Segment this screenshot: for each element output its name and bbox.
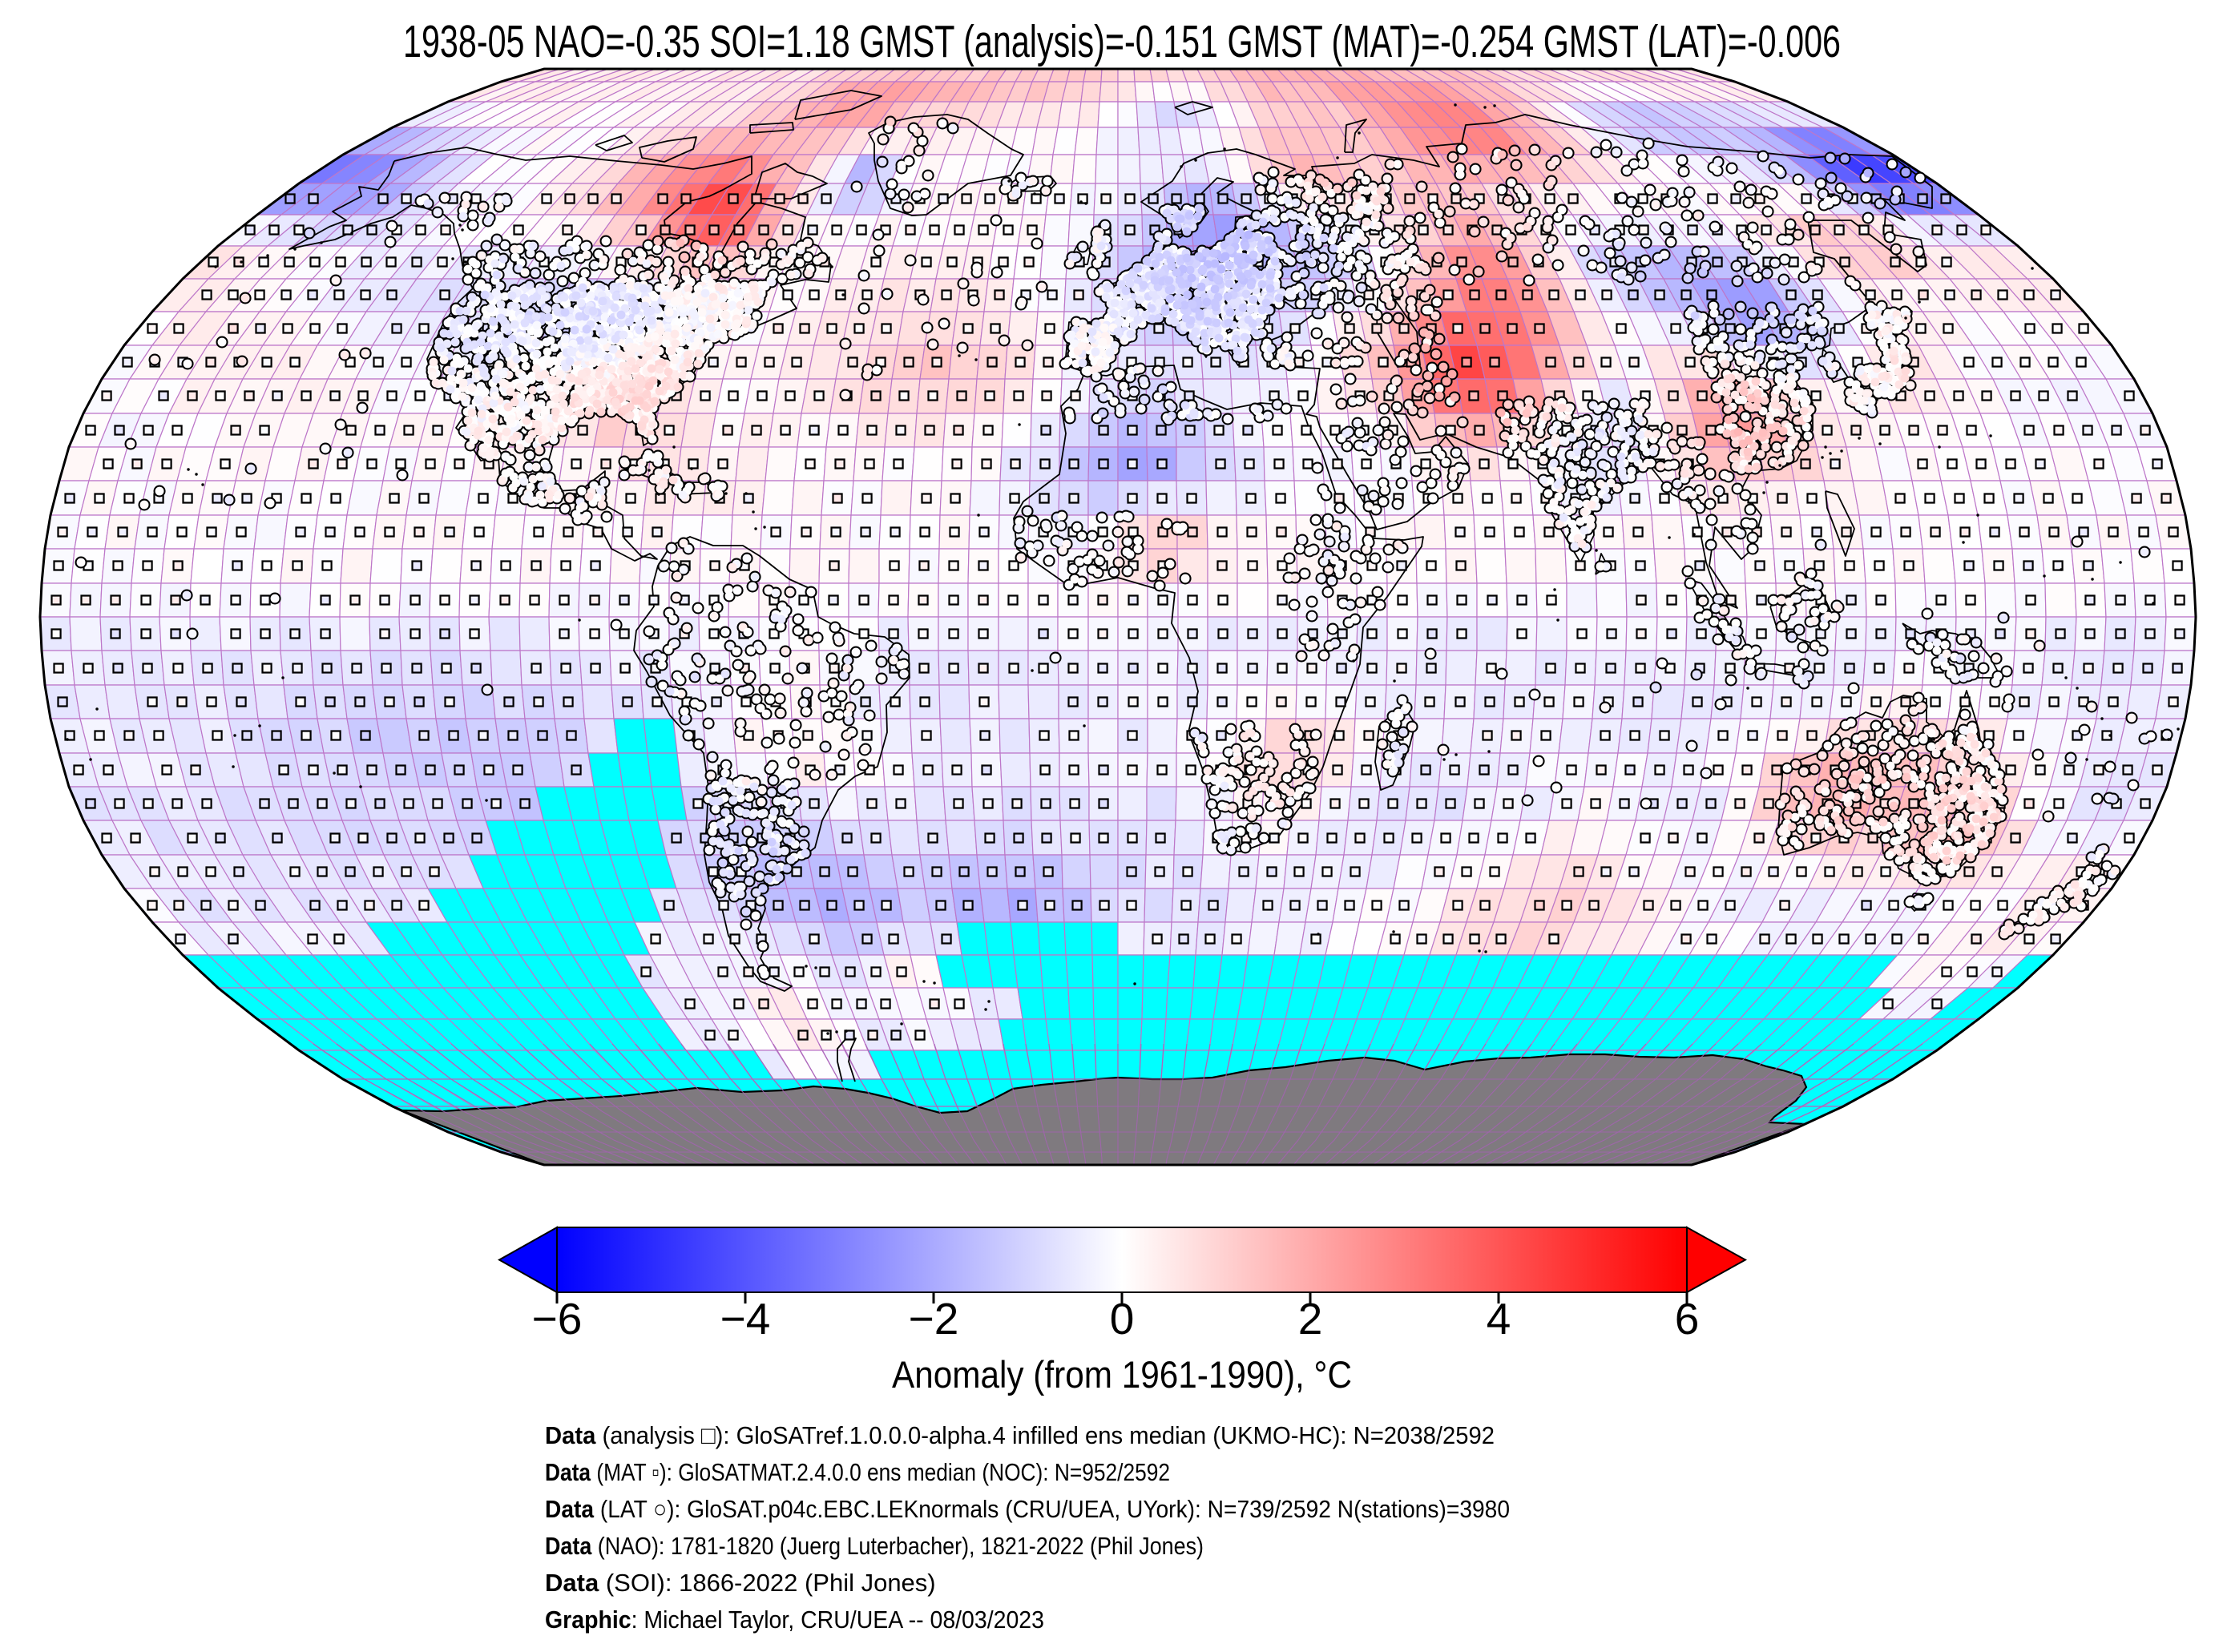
svg-text:0: 0 — [1110, 1294, 1135, 1344]
svg-text:Data (MAT ▫): GloSATMAT.2.4.0.: Data (MAT ▫): GloSATMAT.2.4.0.0 ens medi… — [545, 1458, 1170, 1486]
svg-text:−4: −4 — [720, 1294, 771, 1344]
svg-text:−6: −6 — [532, 1294, 583, 1344]
svg-text:1938-05 NAO=-0.35 SOI=1.18 GMS: 1938-05 NAO=-0.35 SOI=1.18 GMST (analysi… — [403, 16, 1841, 67]
svg-text:Data (LAT ○): GloSAT.p04c.EBC.: Data (LAT ○): GloSAT.p04c.EBC.LEKnormals… — [545, 1495, 1510, 1523]
svg-text:4: 4 — [1487, 1294, 1511, 1344]
svg-text:−2: −2 — [909, 1294, 959, 1344]
svg-text:6: 6 — [1675, 1294, 1700, 1344]
svg-text:2: 2 — [1298, 1294, 1323, 1344]
svg-text:Data (analysis □): GloSATref.1: Data (analysis □): GloSATref.1.0.0.0-alp… — [545, 1421, 1495, 1449]
svg-text:Data (NAO): 1781-1820 (Juerg L: Data (NAO): 1781-1820 (Juerg Luterbacher… — [545, 1532, 1204, 1560]
svg-text:Anomaly (from 1961-1990), °C: Anomaly (from 1961-1990), °C — [892, 1353, 1352, 1396]
svg-text:Graphic: Michael Taylor, CRU/U: Graphic: Michael Taylor, CRU/UEA -- 08/0… — [545, 1606, 1044, 1634]
svg-text:Data (SOI): 1866-2022 (Phil Jo: Data (SOI): 1866-2022 (Phil Jones) — [545, 1569, 936, 1597]
